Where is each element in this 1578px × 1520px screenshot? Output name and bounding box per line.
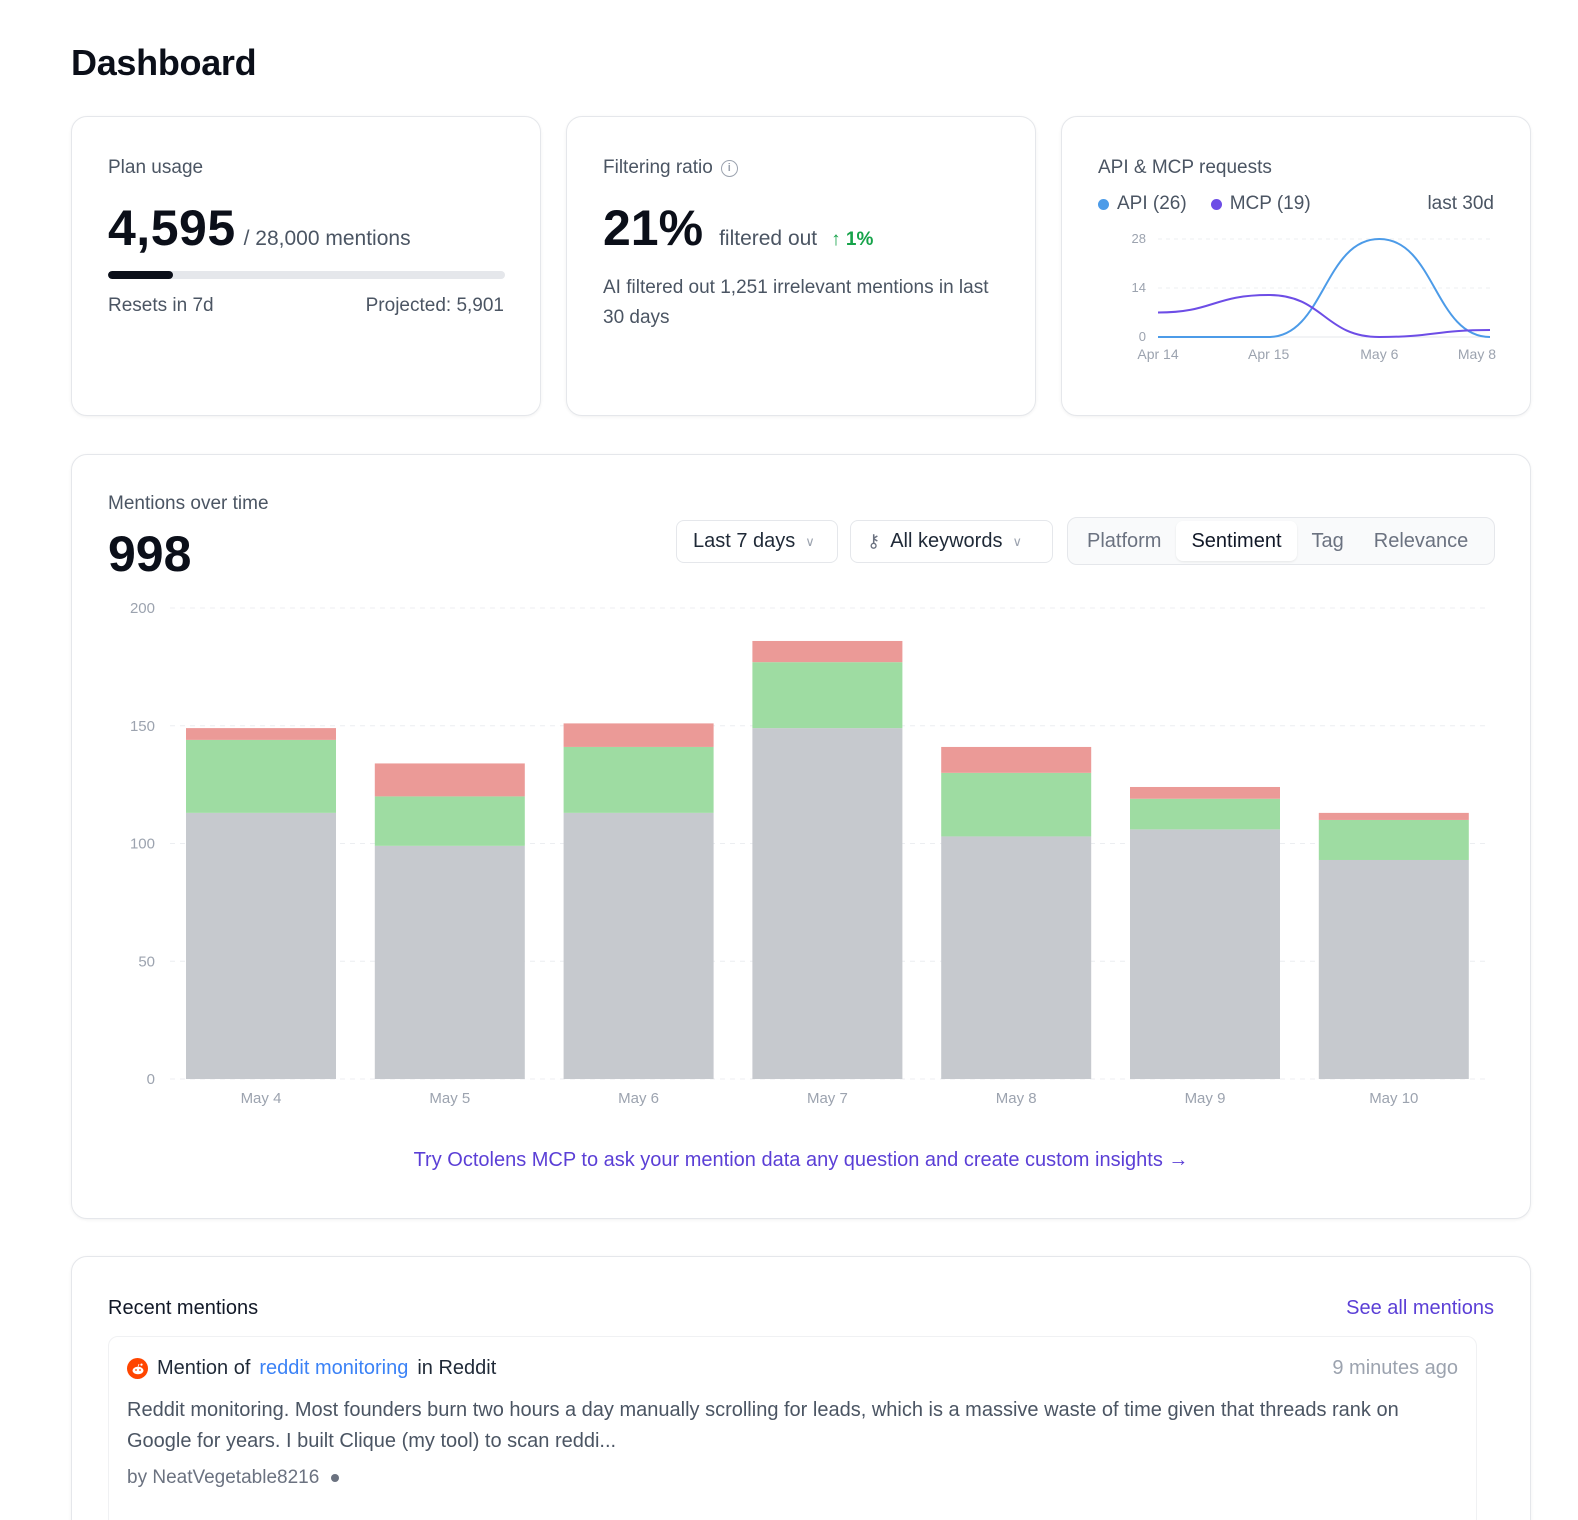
bar-segment[interactable] xyxy=(374,796,525,846)
api-mcp-range: last 30d xyxy=(1427,193,1494,214)
plan-resets: Resets in 7d xyxy=(108,295,214,316)
chevron-down-icon: ∨ xyxy=(1012,533,1022,549)
tab-tag[interactable]: Tag xyxy=(1311,529,1344,552)
y-tick-label: 28 xyxy=(1132,231,1146,246)
x-tick-label: May 6 xyxy=(618,1090,659,1107)
plan-projected: Projected: 5,901 xyxy=(365,295,504,316)
y-tick-label: 14 xyxy=(1132,280,1146,295)
mention-keyword-link[interactable]: reddit monitoring xyxy=(259,1357,409,1379)
filtering-ratio-description: AI filtered out 1,251 irrelevant mention… xyxy=(603,277,989,328)
plan-usage-value: 4,595 xyxy=(108,200,236,256)
bar-segment[interactable] xyxy=(374,845,525,1079)
reddit-icon xyxy=(127,1358,148,1379)
x-tick-label: Apr 15 xyxy=(1248,346,1289,362)
plan-usage-progress xyxy=(108,271,505,279)
mcp-series-line xyxy=(1157,293,1491,339)
filtering-ratio-label: Filtering ratio xyxy=(603,157,713,178)
recent-mentions-title: Recent mentions xyxy=(108,1297,259,1319)
legend-item-mcp: MCP (19) xyxy=(1210,193,1311,215)
y-tick-label: 100 xyxy=(130,836,155,853)
status-dot-icon xyxy=(331,1474,340,1482)
bar-segment[interactable] xyxy=(1318,812,1469,820)
api-mcp-line-chart: 28 14 0 Apr 14 Apr 15 May 6 May 8 xyxy=(1132,231,1497,362)
y-tick-label: 50 xyxy=(138,953,155,970)
filtering-ratio-delta: ↑ 1% xyxy=(831,229,874,250)
key-icon: ⚷ xyxy=(867,531,881,551)
tab-relevance[interactable]: Relevance xyxy=(1373,529,1469,552)
plan-usage-card: Plan usage 4,595 / 28,000 mentions Reset… xyxy=(71,116,541,416)
date-range-dropdown[interactable]: Last 7 days ∨ xyxy=(676,520,838,563)
filtering-ratio-value: 21% xyxy=(603,200,704,256)
bar-segment[interactable] xyxy=(1130,786,1280,799)
mention-prefix: Mention of xyxy=(157,1357,251,1379)
breakdown-tabs: Platform Sentiment Tag Relevance xyxy=(1067,517,1495,565)
x-tick-label: Apr 14 xyxy=(1137,346,1178,362)
see-all-mentions-link[interactable]: See all mentions xyxy=(1346,1297,1494,1319)
bar-segment[interactable] xyxy=(941,772,1092,837)
legend-dot-mcp xyxy=(1210,198,1222,210)
x-tick-label: May 9 xyxy=(1185,1090,1226,1107)
chevron-down-icon: ∨ xyxy=(805,533,815,549)
info-icon[interactable]: i xyxy=(720,159,738,177)
x-tick-label: May 7 xyxy=(807,1090,848,1107)
bar-segment[interactable] xyxy=(374,763,525,797)
api-mcp-requests-card: API & MCP requests API (26) MCP (19) las… xyxy=(1061,116,1531,416)
legend-label-api: API (26) xyxy=(1117,193,1187,214)
bar-segment[interactable] xyxy=(1318,819,1469,860)
legend-label-mcp: MCP (19) xyxy=(1229,193,1311,214)
plan-usage-progress-fill xyxy=(108,271,174,279)
list-item[interactable]: Mention of reddit monitoring in Reddit 9… xyxy=(108,1336,1477,1520)
filtering-ratio-card: Filtering ratio i 21% filtered out ↑ 1% … xyxy=(566,116,1036,416)
mention-timestamp: 9 minutes ago xyxy=(1332,1357,1458,1379)
bar-segment[interactable] xyxy=(752,640,903,663)
bar-segment[interactable] xyxy=(752,728,903,1079)
bar-segment[interactable] xyxy=(941,836,1092,1079)
api-mcp-legend: API (26) MCP (19) xyxy=(1098,193,1311,215)
keywords-dropdown[interactable]: ⚷ All keywords ∨ xyxy=(850,520,1053,563)
bar-segment[interactable] xyxy=(1318,859,1469,1079)
bar-segment[interactable] xyxy=(752,662,903,729)
keywords-label: All keywords xyxy=(890,530,1003,552)
mention-body: Reddit monitoring. Most founders burn tw… xyxy=(127,1399,1399,1452)
y-tick-label: 200 xyxy=(130,600,155,617)
bar-segment[interactable] xyxy=(186,812,336,1079)
mentions-over-time-card: Mentions over time 998 Last 7 days ∨ ⚷ A… xyxy=(71,454,1531,1219)
legend-item-api: API (26) xyxy=(1098,193,1187,215)
y-tick-label: 0 xyxy=(147,1071,155,1088)
tab-sentiment[interactable]: Sentiment xyxy=(1176,521,1297,561)
mentions-label: Mentions over time xyxy=(108,493,269,514)
page-title: Dashboard xyxy=(71,42,257,83)
mention-source: in Reddit xyxy=(417,1357,497,1379)
bar-segment[interactable] xyxy=(1130,829,1280,1079)
bar-segment[interactable] xyxy=(563,812,714,1079)
y-tick-label: 150 xyxy=(130,718,155,735)
x-tick-label: May 4 xyxy=(241,1090,282,1107)
mentions-bar-chart: 200 150 100 50 0 May 4 May 5 May 6 May 7 May 8 May… xyxy=(130,600,1488,1107)
bar-segment[interactable] xyxy=(941,746,1092,773)
api-mcp-label: API & MCP requests xyxy=(1098,157,1272,178)
mcp-promo-link[interactable]: Try Octolens MCP to ask your mention dat… xyxy=(413,1149,1189,1171)
bar-segment[interactable] xyxy=(563,746,714,813)
legend-dot-api xyxy=(1098,198,1109,210)
x-tick-label: May 8 xyxy=(996,1090,1037,1107)
x-tick-label: May 5 xyxy=(429,1090,470,1107)
x-tick-label: May 8 xyxy=(1458,346,1496,362)
plan-usage-label: Plan usage xyxy=(108,157,204,178)
bar-segment[interactable] xyxy=(1130,798,1280,830)
bar-segment[interactable] xyxy=(186,739,336,813)
recent-mentions-card: Recent mentions See all mentions Mention… xyxy=(71,1256,1531,1520)
mention-author[interactable]: by NeatVegetable8216 xyxy=(127,1467,320,1488)
bar-segment[interactable] xyxy=(563,723,714,747)
mentions-total: 998 xyxy=(108,526,192,582)
filtering-ratio-suffix: filtered out xyxy=(719,227,818,250)
api-series-line xyxy=(1158,237,1491,338)
bar-segment[interactable] xyxy=(186,728,336,740)
plan-usage-limit: / 28,000 mentions xyxy=(243,227,411,250)
tab-platform[interactable]: Platform xyxy=(1087,529,1162,552)
date-range-label: Last 7 days xyxy=(693,530,796,552)
y-tick-label: 0 xyxy=(1139,329,1146,344)
x-tick-label: May 6 xyxy=(1360,346,1398,362)
x-tick-label: May 10 xyxy=(1369,1090,1418,1107)
